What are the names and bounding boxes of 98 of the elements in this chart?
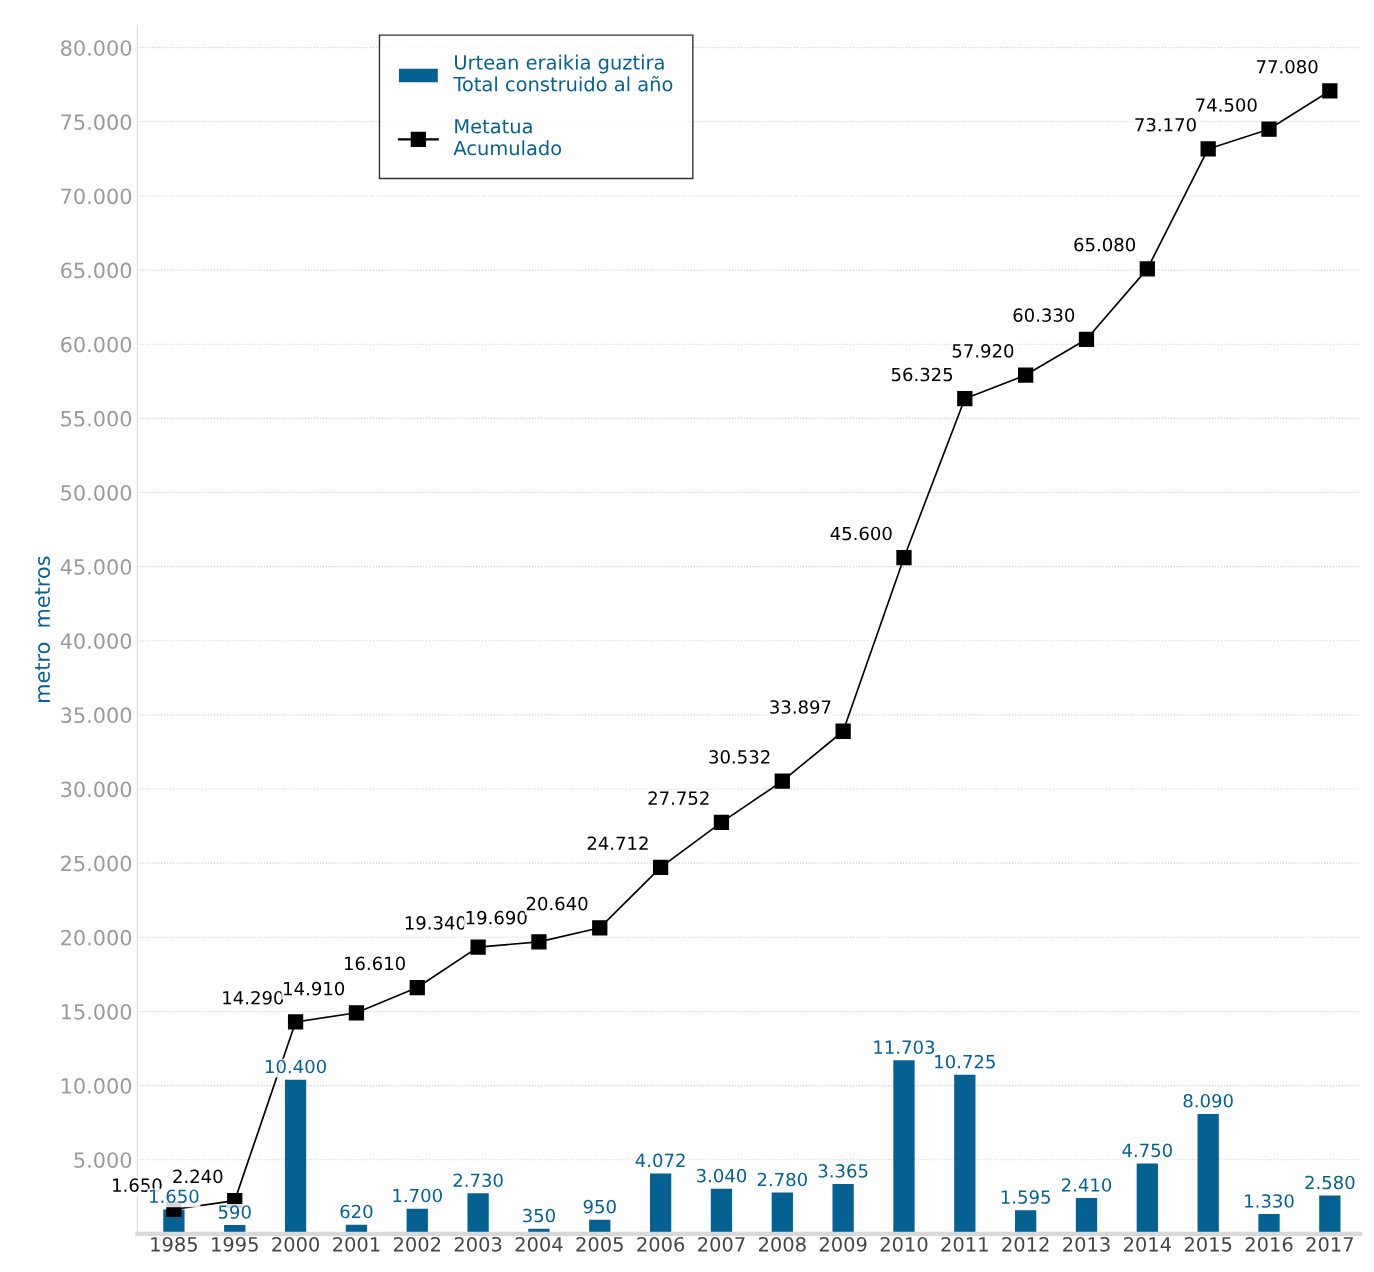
data-label: 20.640: [526, 896, 588, 911]
data-label: 8.090: [1183, 1093, 1233, 1108]
x-tick-label: 2011: [941, 1236, 988, 1252]
point: [470, 939, 486, 955]
y-tick-label: 70.000: [61, 188, 132, 205]
x-tick-label: 2003: [454, 1236, 502, 1252]
data-label: 1.330: [1245, 1194, 1294, 1208]
data-label: 1.595: [1001, 1190, 1050, 1204]
bar: [649, 1173, 672, 1234]
data-label: 950: [583, 1199, 616, 1214]
data-label: 45.600: [830, 526, 892, 541]
y-tick-label: 50.000: [61, 484, 132, 501]
point: [713, 814, 730, 831]
x-tick-label: 2012: [1002, 1236, 1049, 1252]
x-tick-label: 1985: [151, 1236, 197, 1252]
point: [1200, 141, 1216, 157]
y-tick-label: 25.000: [61, 855, 132, 872]
x-tick-label: 2016: [1245, 1236, 1293, 1252]
data-label: 57.920: [952, 344, 1014, 358]
x-tick-label: 2002: [393, 1236, 441, 1252]
data-label: 73.170: [1135, 117, 1196, 132]
data-label: 10.725: [935, 1054, 995, 1069]
data-label: 10.400: [265, 1059, 326, 1074]
x-tick-label: 2007: [698, 1236, 745, 1252]
data-label: 27.752: [648, 791, 709, 805]
x-tick-label: 2013: [1063, 1236, 1110, 1252]
data-label: 2.240: [173, 1169, 223, 1184]
x-tick-label: 2005: [576, 1236, 623, 1252]
x-tick-label: 2010: [880, 1236, 928, 1252]
y-tick-label: 30.000: [61, 781, 132, 798]
data-label: 350: [523, 1208, 555, 1223]
data-label: 2.730: [453, 1173, 503, 1188]
y-tick-label: 15.000: [61, 1003, 132, 1020]
point: [1322, 83, 1338, 99]
x-tick-label: 2017: [1306, 1236, 1353, 1252]
point: [896, 550, 912, 566]
y-tick-label: 5.000: [74, 1152, 132, 1168]
x-tick-label: 1995: [212, 1236, 258, 1252]
data-label: 590: [218, 1205, 251, 1219]
point: [531, 934, 547, 950]
data-label: 620: [340, 1204, 373, 1219]
data-label: 60.330: [1013, 308, 1075, 322]
point: [1139, 261, 1155, 277]
data-label: 2.780: [757, 1172, 807, 1187]
point: [1261, 121, 1277, 137]
y-tick-label: 55.000: [61, 410, 132, 427]
data-label: 14.910: [284, 981, 345, 996]
point: [957, 391, 973, 407]
bar: [284, 1079, 307, 1234]
point: [348, 1005, 365, 1021]
bar: [893, 1060, 915, 1234]
data-label: 14.290: [223, 990, 284, 1005]
x-tick-label: 2015: [1184, 1236, 1232, 1252]
data-label: 2.580: [1305, 1175, 1355, 1190]
x-tick-label: 2001: [333, 1236, 380, 1252]
y-tick-label: 80.000: [61, 40, 132, 56]
x-tick-label: 2008: [758, 1236, 806, 1252]
y-axis-title: metro metros: [35, 556, 51, 702]
data-label: 24.712: [587, 836, 648, 850]
data-label: 4.072: [635, 1153, 685, 1168]
data-label: 19.690: [466, 910, 527, 925]
x-tick-label: 2009: [819, 1236, 867, 1252]
point: [287, 1014, 304, 1030]
data-label: 16.610: [344, 956, 405, 971]
x-tick-label: 2004: [515, 1236, 563, 1252]
y-tick-label: 20.000: [61, 929, 132, 946]
data-label: 1.700: [393, 1188, 442, 1203]
point: [1078, 331, 1095, 347]
point: [1018, 367, 1034, 383]
data-label: 19.340: [405, 916, 466, 930]
y-tick-label: 40.000: [60, 633, 132, 649]
point: [835, 723, 851, 739]
y-tick-label: 45.000: [60, 559, 132, 575]
x-tick-label: 2014: [1124, 1236, 1171, 1252]
data-label: 65.080: [1074, 237, 1136, 252]
data-label: 3.365: [818, 1164, 868, 1178]
point: [592, 920, 608, 936]
data-label: 56.325: [891, 367, 953, 382]
point: [409, 979, 425, 996]
legend-label: Metatua Acumulado: [453, 119, 562, 156]
data-label: 11.703: [874, 1040, 935, 1055]
point: [652, 859, 669, 876]
data-label: 2.410: [1061, 1178, 1112, 1192]
y-tick-label: 65.000: [61, 262, 132, 279]
data-label: 30.532: [709, 750, 770, 764]
x-tick-label: 2006: [637, 1236, 685, 1252]
y-tick-label: 60.000: [61, 336, 132, 353]
data-label: 33.897: [770, 700, 831, 714]
legend-label: Urtean eraikia guztira Total construido al año: [453, 54, 673, 92]
y-tick-label: 75.000: [61, 114, 132, 131]
y-tick-label: 10.000: [61, 1078, 132, 1094]
x-tick-label: 2000: [272, 1236, 320, 1252]
data-label: 3.040: [696, 1168, 747, 1183]
point: [774, 773, 790, 789]
data-label: 4.750: [1122, 1143, 1172, 1158]
data-label: 77.080: [1257, 59, 1318, 74]
y-tick-label: 35.000: [61, 707, 132, 724]
data-label: 74.500: [1196, 98, 1257, 112]
